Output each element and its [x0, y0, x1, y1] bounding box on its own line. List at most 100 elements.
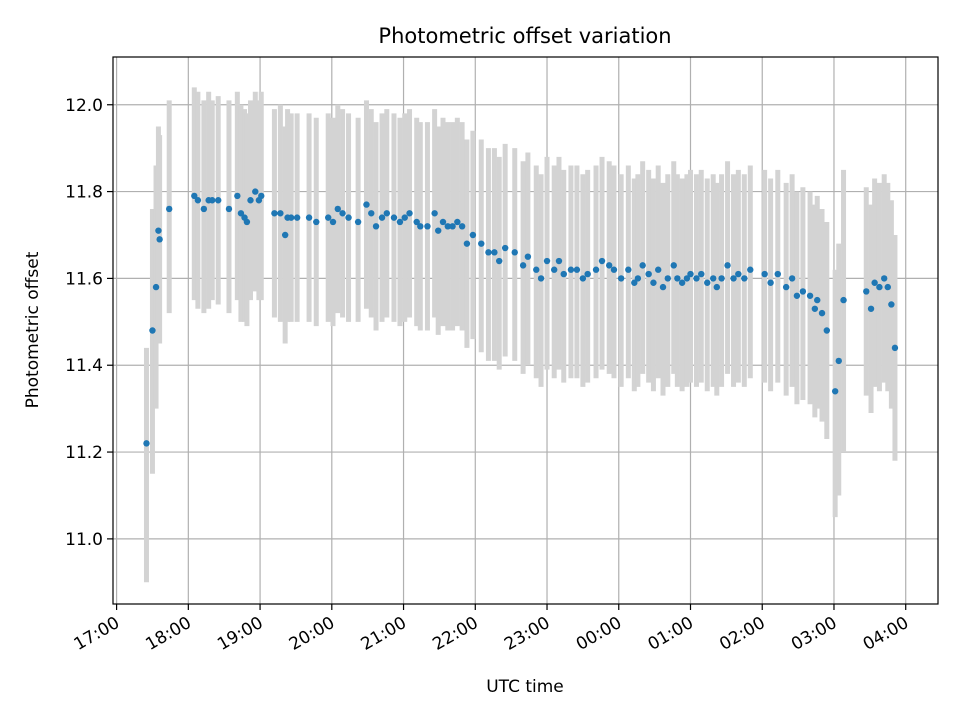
data-point — [799, 288, 807, 295]
data-point — [687, 270, 694, 278]
data-point — [741, 275, 748, 282]
data-point — [396, 218, 404, 226]
data-point — [413, 218, 420, 226]
data-point — [215, 197, 222, 204]
data-point — [277, 210, 284, 217]
data-point — [519, 262, 527, 269]
data-point — [782, 283, 790, 291]
data-point — [439, 218, 447, 226]
data-point — [713, 283, 721, 291]
x-tick-label: 22:00 — [429, 613, 481, 655]
data-point — [655, 266, 662, 273]
data-point — [867, 305, 875, 312]
data-point — [598, 257, 606, 265]
data-point — [363, 201, 370, 208]
data-point — [674, 275, 681, 282]
data-point — [747, 266, 754, 273]
y-tick-label: 12.0 — [65, 96, 103, 116]
data-point — [463, 240, 471, 247]
data-point — [806, 292, 814, 299]
data-point — [191, 192, 198, 200]
y-tick-label: 11.2 — [65, 443, 103, 463]
data-point — [258, 192, 265, 200]
data-point — [368, 210, 375, 217]
data-point — [305, 214, 313, 221]
data-point — [329, 218, 337, 226]
data-point — [293, 214, 301, 221]
data-point — [478, 240, 485, 247]
data-point — [165, 205, 173, 213]
x-axis-ticks: 17:00 18:00 19:00 20:00 21:00 22:00 23:00 00:00… — [71, 604, 912, 655]
data-point — [774, 270, 781, 278]
data-point — [888, 301, 895, 308]
data-point — [247, 197, 254, 204]
data-point — [678, 279, 686, 286]
data-point — [555, 257, 563, 265]
data-point — [152, 283, 160, 291]
data-point — [354, 218, 362, 226]
data-point — [469, 231, 477, 239]
data-point — [287, 214, 295, 221]
data-point — [454, 218, 461, 226]
x-tick-label: 20:00 — [286, 613, 338, 655]
data-point — [605, 262, 613, 269]
data-point — [511, 249, 518, 256]
y-axis-label: Photometric offset — [23, 251, 43, 408]
data-point — [449, 223, 456, 230]
data-point — [871, 279, 878, 286]
data-point — [406, 210, 413, 217]
data-point — [840, 296, 847, 304]
data-point — [634, 275, 642, 282]
data-point — [579, 275, 587, 282]
chart-title: Photometric offset variation — [378, 24, 671, 48]
data-point — [550, 266, 558, 273]
data-point — [788, 275, 796, 282]
data-point — [704, 279, 711, 286]
y-tick-label: 11.0 — [65, 530, 103, 550]
data-point — [891, 344, 899, 352]
data-point — [424, 223, 431, 230]
data-point — [617, 275, 625, 282]
error-bars — [143, 87, 898, 583]
data-point — [491, 249, 498, 256]
data-point — [610, 266, 618, 273]
data-point — [584, 270, 591, 278]
data-point — [237, 210, 245, 217]
data-point — [567, 266, 575, 273]
data-point — [339, 210, 346, 217]
data-point — [735, 270, 742, 278]
data-point — [271, 210, 278, 217]
data-point — [149, 327, 156, 334]
data-point — [659, 283, 667, 291]
data-point — [501, 244, 509, 252]
data-point — [537, 275, 545, 282]
data-point — [383, 210, 391, 217]
data-point — [664, 275, 671, 282]
x-tick-label: 01:00 — [645, 613, 697, 655]
data-point — [670, 262, 677, 269]
data-point — [880, 275, 888, 282]
data-point — [884, 283, 891, 291]
data-point — [835, 357, 842, 365]
data-point — [234, 192, 241, 200]
x-tick-label: 00:00 — [573, 613, 625, 655]
data-point — [811, 305, 819, 312]
data-point — [378, 214, 386, 221]
data-point — [313, 218, 320, 226]
data-point — [444, 223, 451, 230]
data-point — [645, 270, 652, 278]
data-point — [724, 262, 731, 269]
data-point — [209, 197, 216, 204]
data-point — [524, 253, 532, 260]
data-points — [143, 188, 899, 447]
data-point — [543, 257, 551, 265]
x-tick-label: 17:00 — [71, 613, 123, 655]
data-point — [767, 279, 774, 286]
data-point — [831, 388, 839, 395]
x-tick-label: 18:00 — [142, 613, 194, 655]
x-tick-label: 04:00 — [860, 613, 912, 655]
data-point — [334, 205, 341, 213]
x-tick-label: 02:00 — [716, 613, 768, 655]
data-point — [793, 292, 801, 299]
